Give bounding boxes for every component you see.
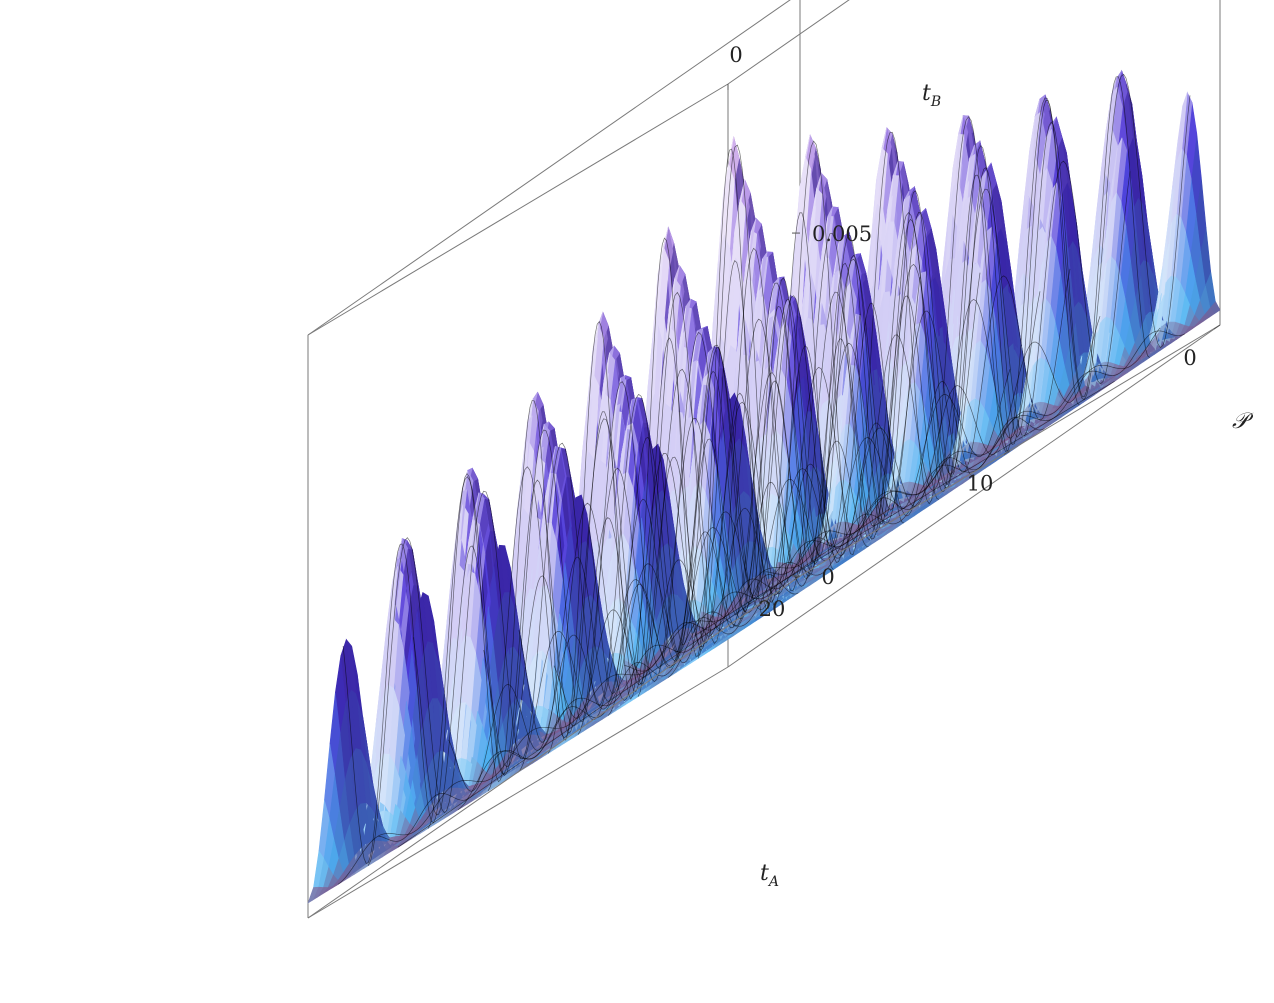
box-edge [307,0,791,336]
box-edge [307,83,729,336]
box-edge [727,324,1221,668]
box-edge [307,666,729,919]
surface-mesh [307,69,1221,904]
box-edge [727,0,850,85]
